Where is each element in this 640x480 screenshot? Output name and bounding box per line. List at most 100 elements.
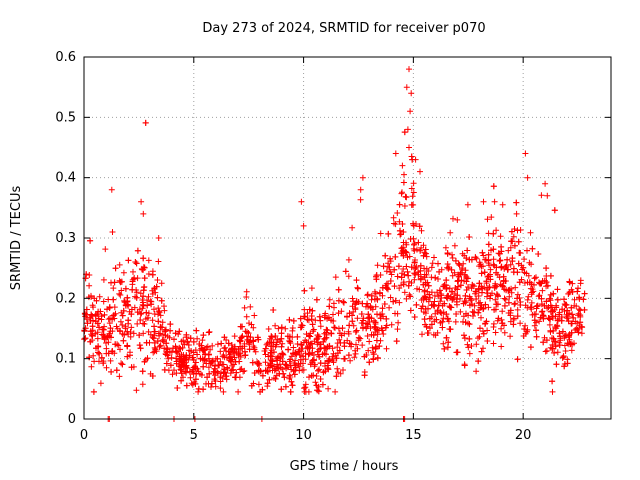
data-point [410,180,417,187]
data-point [478,270,485,277]
data-point [401,203,408,209]
data-point [461,362,468,369]
data-point [504,256,511,263]
data-point [198,372,205,378]
data-point [296,346,303,353]
data-point [164,352,171,359]
data-point [546,321,553,328]
data-point [145,257,152,264]
data-point [484,290,491,297]
data-point [395,319,402,326]
data-point [349,295,356,302]
data-point [255,360,262,367]
data-point [269,334,275,341]
data-point [96,293,103,300]
data-point [560,353,567,359]
data-point [105,350,112,357]
data-point [463,287,470,293]
data-point [530,288,537,295]
data-point [222,369,229,376]
data-point [313,382,320,389]
y-tick-label: 0.1 [55,352,76,367]
data-point [463,310,469,317]
data-point [422,246,429,253]
data-point [357,186,364,193]
data-point [363,325,370,332]
data-point [139,301,146,308]
data-point [216,362,223,369]
data-point [525,272,532,279]
data-point [495,315,502,322]
data-point [178,370,185,377]
data-point [422,279,429,286]
data-point [521,269,528,276]
data-point [396,218,403,225]
data-point [487,295,493,302]
data-point [493,269,500,276]
data-point [396,227,403,234]
data-point [154,338,161,345]
data-point [151,332,158,339]
data-point [544,282,551,289]
data-point [335,286,342,293]
data-point [400,266,407,272]
data-point [506,293,513,300]
data-point [373,273,380,280]
data-point [151,306,157,313]
data-point [485,251,492,258]
data-point [477,325,483,332]
data-point [535,251,542,257]
data-point [505,299,512,306]
data-point [107,357,114,364]
data-point [209,357,216,364]
data-point [472,254,479,261]
data-point [324,315,331,322]
data-point [476,280,483,287]
data-point [516,279,523,286]
data-point [194,351,201,358]
data-point [414,285,420,292]
data-point [475,293,482,299]
data-point [128,311,135,318]
data-point [390,298,397,305]
data-point [577,280,584,287]
data-point [250,324,257,331]
data-point [498,316,505,323]
data-point [140,210,147,217]
data-point [510,233,517,240]
data-point [372,344,379,350]
data-point [572,327,579,333]
data-point [398,245,405,252]
data-point [219,361,226,368]
data-point [278,324,285,331]
data-point [563,301,570,308]
data-point [281,374,288,381]
data-point [452,318,459,325]
data-point [148,301,155,308]
data-point [447,304,454,311]
data-point [401,171,407,178]
data-point [553,302,560,309]
data-point [398,282,404,289]
data-point [457,282,464,289]
y-tick-label: 0.2 [55,291,76,306]
data-point [401,289,408,296]
data-point [340,298,347,305]
data-point [438,291,445,297]
data-point [491,306,498,313]
data-point [403,84,410,91]
data-point [453,311,460,317]
data-point [565,290,572,297]
data-point [335,310,342,317]
data-point [387,268,394,275]
data-point [116,290,123,297]
data-point [501,329,508,336]
data-point [435,260,441,267]
data-point [498,263,505,270]
data-point [109,348,116,354]
data-point [136,342,143,349]
data-point [399,189,405,196]
data-point [205,364,212,371]
data-point [411,259,418,266]
data-point [385,230,392,237]
